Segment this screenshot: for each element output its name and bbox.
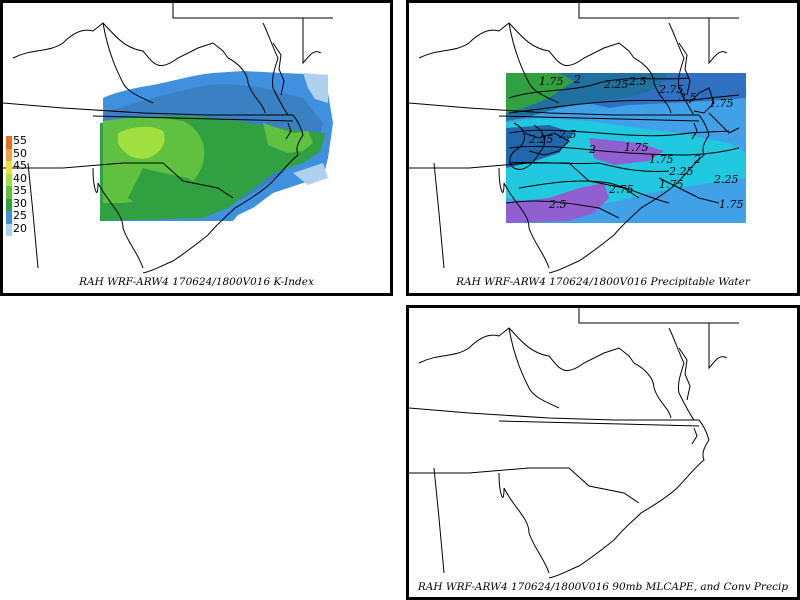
mlcape-title: RAH WRF-ARW4 170624/1800V016 90mb MLCAPE… [417, 581, 789, 593]
pwat-contour-label: 2.25 [668, 165, 694, 178]
pwat-map: 1.75 2 2.25 2.52.753.5 1.752.25 2.52 1.751.752… [409, 3, 746, 274]
kindex-legend-item: 45 [6, 159, 46, 174]
kindex-legend-label: 50 [13, 146, 27, 160]
pwat-contour-label: 2.25 [713, 173, 739, 186]
kindex-legend-item: 25 [6, 209, 46, 224]
pwat-contour-label: 2.5 [628, 75, 647, 88]
kindex-legend-swatch [6, 173, 12, 186]
pwat-contour-labels: 1.75 2 2.25 2.52.753.5 1.752.25 2.52 1.751.752… [528, 73, 744, 211]
pwat-contour-label: 1.75 [659, 178, 684, 191]
pwat-contour-label: 1.75 [624, 141, 649, 154]
pwat-contour-label: 1.75 [719, 198, 744, 211]
kindex-legend-swatch [6, 223, 12, 236]
mlcape-panel: RAH WRF-ARW4 170624/1800V016 90mb MLCAPE… [406, 305, 800, 600]
kindex-legend: 55 50 45 40 35 30 25 20 [6, 134, 42, 284]
kindex-legend-label: 55 [13, 134, 27, 147]
kindex-legend-item: 40 [6, 171, 46, 186]
kindex-legend-item: 20 [6, 221, 46, 236]
pwat-contour-label: 2.5 [558, 128, 577, 141]
kindex-title: RAH WRF-ARW4 170624/1800V016 K-Index [79, 276, 314, 288]
kindex-legend-swatch [6, 148, 12, 161]
kindex-legend-swatch [6, 136, 12, 149]
pwat-contour-label: 1.75 [709, 97, 734, 110]
pwat-contour-label: 3.5 [679, 91, 697, 104]
pwat-contour-label: 1.75 [649, 153, 674, 166]
kindex-legend-label: 30 [13, 196, 27, 210]
kindex-legend-swatch [6, 186, 12, 199]
pwat-contour-label: 2.75 [658, 83, 684, 96]
mlcape-map [409, 308, 740, 579]
kindex-legend-label: 45 [13, 159, 27, 172]
kindex-legend-item: 50 [6, 146, 46, 161]
pwat-contour-label: 2 [693, 153, 701, 166]
kindex-legend-swatch [6, 211, 12, 224]
pwat-contour-label: 2.75 [608, 183, 634, 196]
kindex-legend-label: 20 [13, 221, 27, 235]
pwat-contour-label: 2.5 [548, 198, 567, 211]
pwat-contour-label: 2 [573, 73, 581, 86]
kindex-legend-item: 30 [6, 196, 46, 211]
kindex-map [3, 3, 334, 274]
kindex-legend-label: 40 [13, 171, 27, 185]
kindex-legend-swatch [6, 198, 12, 211]
pwat-contour-label: 2.25 [603, 78, 629, 91]
pwat-title: RAH WRF-ARW4 170624/1800V016 Precipitabl… [456, 276, 750, 288]
pwat-contour-label: 2.25 [528, 133, 554, 146]
kindex-legend-item: 35 [6, 184, 46, 199]
kindex-legend-item: 55 [6, 134, 46, 149]
pwat-contours [505, 77, 740, 219]
kindex-legend-swatch [6, 161, 12, 174]
kindex-panel: 55 50 45 40 35 30 25 20 RAH WRF-ARW4 170624/180… [0, 0, 393, 296]
kindex-field [100, 71, 333, 221]
kindex-legend-label: 35 [13, 184, 27, 197]
pwat-contour-label: 1.75 [539, 75, 564, 88]
pwat-contour-label: 2 [588, 143, 596, 156]
kindex-legend-label: 25 [13, 209, 27, 222]
pwat-panel: 1.75 2 2.25 2.5 2.75 3.5 1.75 2.25 2.5 2 1.75 1.75 2… [406, 0, 800, 296]
